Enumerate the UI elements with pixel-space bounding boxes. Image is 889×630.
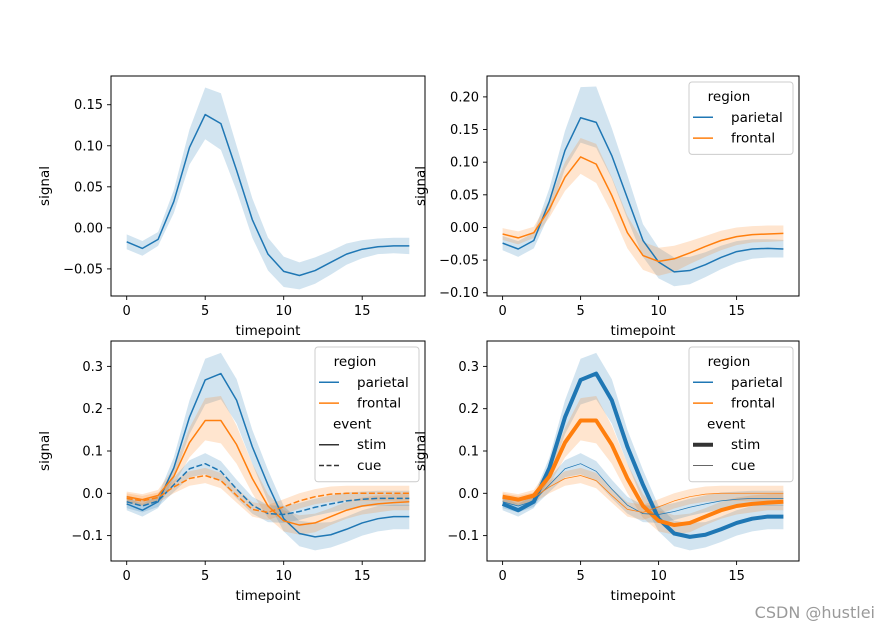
subplot-1: 0 5 10 15 −0.05 0.00 0.05 0.10 0.15 timepoint sign… [37,75,426,339]
legend: region parietal frontal event stim cue [688,346,794,483]
legend-event-entry-label: cue [731,458,755,474]
x-tick-label: 15 [354,304,371,319]
x-tick-label: 15 [728,569,745,584]
y-tick-label: 0.2 [458,402,479,417]
series-line-parietal-cue [126,462,410,516]
series-line-frontal-stim [126,419,410,526]
series-line-parietal-cue [502,463,784,515]
legend-title: region [708,89,751,105]
legend-subtitle: event [333,416,371,432]
x-tick-label: 10 [650,304,667,319]
legend-entry-label: parietal [731,110,783,126]
series-line-frontal-stim [502,418,784,528]
subplot-4: 0 5 10 15 −0.1 0.0 0.1 0.2 0.3 timepoint signal reg… [413,340,800,604]
ci-band-all [126,87,410,290]
y-tick-label: 0.05 [74,180,103,195]
subplot-2: 0 5 10 15 −0.10 −0.05 0.00 0.05 0.10 0.15 0.20 time… [413,75,800,339]
watermark: CSDN @hustlei [754,603,875,622]
legend-entry-label: frontal [357,396,401,412]
legend-box [688,346,794,483]
x-tick-label: 5 [201,304,209,319]
y-tick-label: 0.0 [82,487,103,502]
legend-entry-label: frontal [731,396,775,412]
series-line-frontal [502,156,784,263]
legend-title: region [334,354,377,370]
x-tick-label: 15 [728,304,745,319]
ci-band-parietal-stim [126,352,410,551]
series-line-frontal-cue [126,474,410,514]
x-tick-label: 15 [354,569,371,584]
series-line-all [126,113,410,277]
y-tick-label: −0.1 [447,529,479,544]
y-tick-label: 0.00 [74,221,103,236]
y-tick-label: 0.10 [74,139,103,154]
legend-title: region [708,354,751,370]
y-tick-label: 0.0 [458,487,479,502]
y-tick-label: 0.2 [82,402,103,417]
ci-band-parietal-cue [502,453,784,523]
y-tick-label: 0.15 [450,123,479,138]
axes-frame [110,75,426,297]
x-axis-label: timepoint [236,323,301,339]
x-tick-label: 0 [498,569,506,584]
legend-entry-label: parietal [357,375,409,391]
ci-band-frontal-cue [502,467,784,520]
legend-event-entry-label: stim [357,437,386,453]
x-tick-label: 10 [275,569,292,584]
legend-event-entry-label: cue [357,458,381,474]
ci-band-parietal-cue [126,453,410,523]
x-tick-label: 10 [275,304,292,319]
y-axis-label: signal [413,166,429,206]
y-tick-label: 0.00 [450,221,479,236]
x-tick-label: 5 [576,569,584,584]
y-tick-label: 0.10 [450,156,479,171]
y-tick-label: 0.1 [458,445,479,460]
legend-subtitle: event [707,416,745,432]
ci-band-parietal [502,86,784,287]
ci-band-frontal-cue [126,467,410,520]
y-tick-label: −0.10 [439,286,479,301]
x-axis-label: timepoint [236,588,301,604]
legend-entry-label: parietal [731,375,783,391]
x-tick-label: 0 [123,569,131,584]
y-tick-label: 0.3 [82,360,103,375]
legend-box [688,81,794,155]
legend-event-entry-label: stim [731,437,760,453]
y-axis-label: signal [37,166,53,206]
y-tick-label: −0.05 [439,254,479,269]
legend-entry-label: frontal [731,131,775,147]
subplot-3: 0 5 10 15−0.10.00.10.20.3timepointsignalreg… [37,340,426,604]
y-axis-label: signal [37,431,53,471]
y-tick-label: −0.05 [63,262,103,277]
y-tick-label: 0.20 [450,90,479,105]
y-tick-label: 0.05 [450,188,479,203]
y-tick-label: 0.15 [74,98,103,113]
y-axis-label: signal [413,431,429,471]
x-tick-label: 5 [201,569,209,584]
legend: region parietal frontal event stim cue [314,346,420,483]
ci-band-frontal [502,138,784,276]
axes-frame [486,75,800,297]
x-tick-label: 5 [576,304,584,319]
x-tick-label: 0 [498,304,506,319]
x-tick-label: 10 [650,569,667,584]
x-tick-label: 0 [123,304,131,319]
x-axis-label: timepoint [611,588,676,604]
y-tick-label: −0.1 [71,529,103,544]
series-line-parietal-stim [126,372,410,538]
x-axis-label: timepoint [611,323,676,339]
series-line-parietal-stim [501,371,784,539]
series-line-frontal-cue [502,475,784,513]
y-tick-label: 0.1 [82,445,103,460]
legend: region parietal frontal [688,81,794,155]
series-line-parietal [502,117,784,273]
legend-box [314,346,420,483]
y-tick-label: 0.3 [458,360,479,375]
